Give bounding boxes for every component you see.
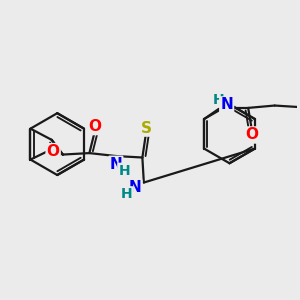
Text: O: O [245,128,258,142]
Text: O: O [46,144,60,159]
Text: N: N [220,98,233,112]
Text: H: H [118,164,130,178]
Text: N: N [129,180,141,195]
Text: N: N [110,157,122,172]
Text: O: O [88,119,101,134]
Text: H: H [213,93,224,106]
Text: H: H [121,187,133,201]
Text: S: S [140,121,152,136]
